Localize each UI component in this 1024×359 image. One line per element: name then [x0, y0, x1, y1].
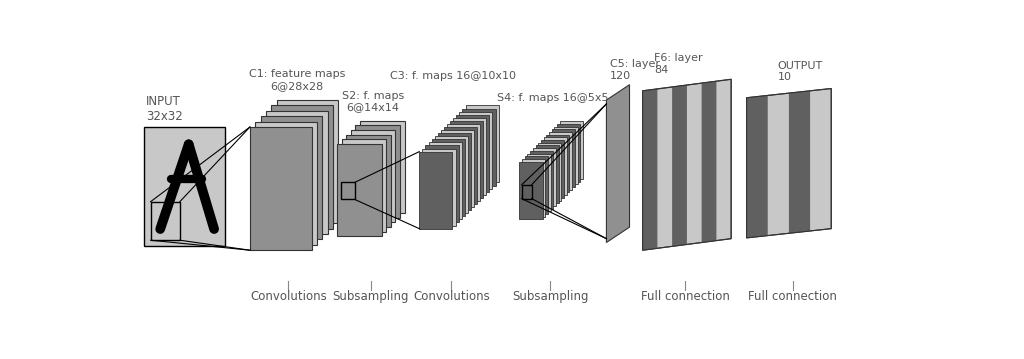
Polygon shape — [701, 81, 717, 243]
Bar — [351, 130, 395, 223]
Bar — [341, 182, 354, 199]
Polygon shape — [606, 85, 630, 243]
Bar — [435, 136, 468, 213]
Polygon shape — [672, 85, 687, 246]
Polygon shape — [746, 89, 831, 238]
Bar — [255, 122, 316, 245]
Bar — [355, 125, 400, 218]
Bar — [541, 140, 564, 198]
Polygon shape — [788, 91, 810, 233]
Bar — [342, 139, 386, 232]
Bar — [557, 124, 581, 182]
Bar — [419, 151, 453, 229]
Bar — [554, 127, 578, 185]
Bar — [522, 159, 545, 217]
Bar — [519, 162, 543, 219]
Bar — [250, 127, 311, 250]
Bar — [547, 135, 569, 192]
Text: S4: f. maps 16@5x5: S4: f. maps 16@5x5 — [497, 93, 608, 103]
Bar — [438, 133, 471, 210]
Bar — [527, 154, 551, 211]
Text: C5: layer
120: C5: layer 120 — [609, 59, 659, 81]
Bar — [552, 129, 574, 187]
Bar — [463, 108, 496, 186]
Text: Full connection: Full connection — [641, 290, 729, 303]
Text: INPUT
32x32: INPUT 32x32 — [146, 95, 182, 123]
Bar — [151, 202, 180, 240]
Polygon shape — [643, 79, 731, 250]
Bar — [425, 145, 459, 223]
Bar — [457, 115, 489, 192]
Bar — [266, 111, 328, 234]
Bar — [447, 124, 480, 201]
Bar — [271, 106, 333, 229]
Text: Full connection: Full connection — [749, 290, 838, 303]
Bar — [549, 132, 572, 190]
Bar — [261, 116, 323, 239]
Bar — [454, 118, 486, 195]
Bar — [432, 139, 465, 216]
Bar — [337, 144, 382, 236]
Bar — [360, 121, 404, 213]
Bar — [536, 145, 559, 203]
Text: S2: f. maps
6@14x14: S2: f. maps 6@14x14 — [342, 91, 404, 112]
Bar — [429, 143, 462, 219]
Text: C1: feature maps
6@28x28: C1: feature maps 6@28x28 — [249, 69, 345, 91]
Bar — [530, 151, 553, 209]
Text: Subsampling: Subsampling — [333, 290, 409, 303]
Bar — [524, 156, 548, 214]
Bar — [560, 121, 583, 179]
Bar — [460, 112, 493, 188]
Text: OUTPUT
10: OUTPUT 10 — [777, 61, 822, 82]
Bar — [444, 127, 477, 204]
Polygon shape — [643, 89, 657, 250]
Bar — [346, 135, 391, 227]
Bar — [544, 137, 566, 195]
Polygon shape — [746, 95, 768, 238]
Bar — [276, 100, 339, 223]
Text: Convolutions: Convolutions — [413, 290, 489, 303]
Bar — [539, 143, 561, 201]
Text: F6: layer
84: F6: layer 84 — [654, 53, 702, 75]
Bar — [532, 148, 556, 206]
Bar — [441, 130, 474, 207]
Bar — [144, 127, 225, 246]
Bar — [466, 106, 499, 182]
Bar — [422, 149, 456, 225]
Text: Convolutions: Convolutions — [250, 290, 327, 303]
Bar — [521, 185, 531, 199]
Bar — [451, 121, 483, 198]
Text: C3: f. maps 16@10x10: C3: f. maps 16@10x10 — [390, 71, 516, 81]
Text: Subsampling: Subsampling — [512, 290, 589, 303]
